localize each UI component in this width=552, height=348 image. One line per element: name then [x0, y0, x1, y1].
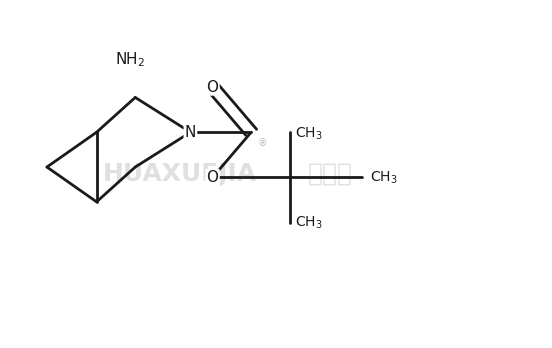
Text: CH$_3$: CH$_3$ [369, 169, 397, 186]
Text: N: N [185, 125, 196, 140]
Text: 化学加: 化学加 [307, 162, 353, 186]
Text: O: O [206, 79, 219, 95]
Text: HUAXUEJIA: HUAXUEJIA [103, 162, 257, 186]
Text: ®: ® [257, 138, 267, 148]
Text: CH$_3$: CH$_3$ [295, 214, 322, 231]
Text: NH$_2$: NH$_2$ [115, 51, 145, 70]
Text: CH$_3$: CH$_3$ [295, 126, 322, 142]
Text: O: O [206, 170, 219, 185]
